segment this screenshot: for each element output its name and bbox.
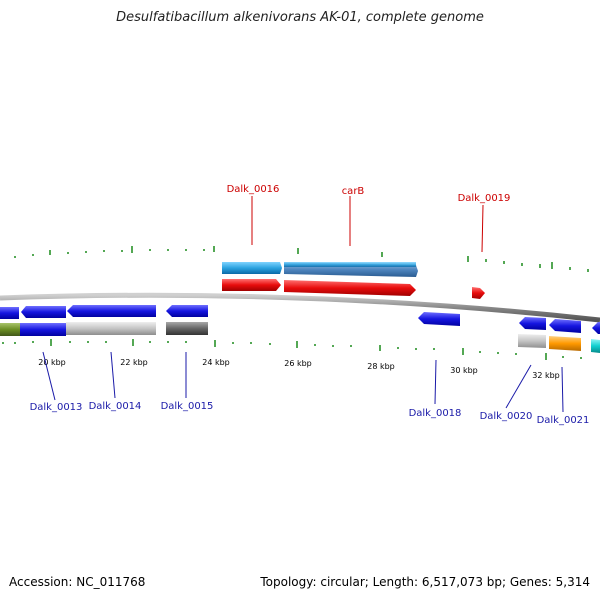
accession-label: Accession: NC_011768 (9, 575, 146, 589)
gene-dalk-0022-b[interactable] (591, 339, 600, 353)
gene-dalk-0019[interactable] (472, 287, 485, 299)
label-carb[interactable]: carB (342, 186, 365, 197)
scale-label-32kbp: 32 kbp (532, 371, 560, 380)
bottom-leader-lines (42, 351, 564, 413)
gene-dalk-0017[interactable] (222, 279, 281, 291)
gene-dalk-0013-a[interactable] (21, 306, 66, 318)
gene-dalk-0012[interactable] (0, 307, 19, 319)
gene-dalk-0015-b[interactable] (166, 322, 208, 335)
gene-dalk-0022-a[interactable] (592, 322, 600, 334)
scale-label-24kbp: 24 kbp (202, 358, 230, 367)
label-dalk-0018[interactable]: Dalk_0018 (409, 408, 462, 419)
gene-dalk-0015-a[interactable] (166, 305, 208, 317)
gene-dalk-0021-a[interactable] (549, 319, 581, 333)
label-dalk-0014[interactable]: Dalk_0014 (89, 401, 142, 412)
label-dalk-0020[interactable]: Dalk_0020 (480, 411, 533, 422)
gene-dalk-0014-b[interactable] (66, 322, 156, 335)
label-dalk-0019[interactable]: Dalk_0019 (458, 193, 511, 204)
gene-dalk-0014-a[interactable] (67, 305, 156, 317)
genome-backbone (0, 292, 600, 323)
genome-summary: Topology: circular; Length: 6,517,073 bp… (260, 575, 590, 589)
gene-dalk-0016[interactable] (222, 262, 282, 274)
label-dalk-0015[interactable]: Dalk_0015 (161, 401, 214, 412)
gene-dalk-0018[interactable] (418, 312, 460, 326)
scale-label-22kbp: 22 kbp (120, 358, 148, 367)
gene-dalk-0021-b[interactable] (549, 336, 581, 351)
scale-label-28kbp: 28 kbp (367, 362, 395, 371)
gene-dalk-0012-b[interactable] (0, 323, 20, 336)
label-dalk-0021[interactable]: Dalk_0021 (537, 415, 590, 426)
scale-label-20kbp: 20 kbp (38, 358, 66, 367)
scale-label-26kbp: 26 kbp (284, 359, 312, 368)
gene-dalk-0020-a[interactable] (519, 317, 546, 330)
upper-tick-marks (14, 246, 589, 272)
lower-tick-marks (2, 339, 582, 360)
label-dalk-0016[interactable]: Dalk_0016 (227, 184, 280, 195)
gene-carb[interactable] (284, 280, 416, 296)
scale-label-30kbp: 30 kbp (450, 366, 478, 375)
label-dalk-0013[interactable]: Dalk_0013 (30, 402, 83, 413)
gene-dalk-0020-b[interactable] (518, 334, 546, 348)
top-leader-lines (251, 196, 484, 253)
gene-carb-top-highlight (284, 262, 416, 267)
gene-dalk-0013-b[interactable] (20, 323, 66, 336)
diagram-title: Desulfatibacillum alkenivorans AK-01, co… (116, 10, 484, 25)
